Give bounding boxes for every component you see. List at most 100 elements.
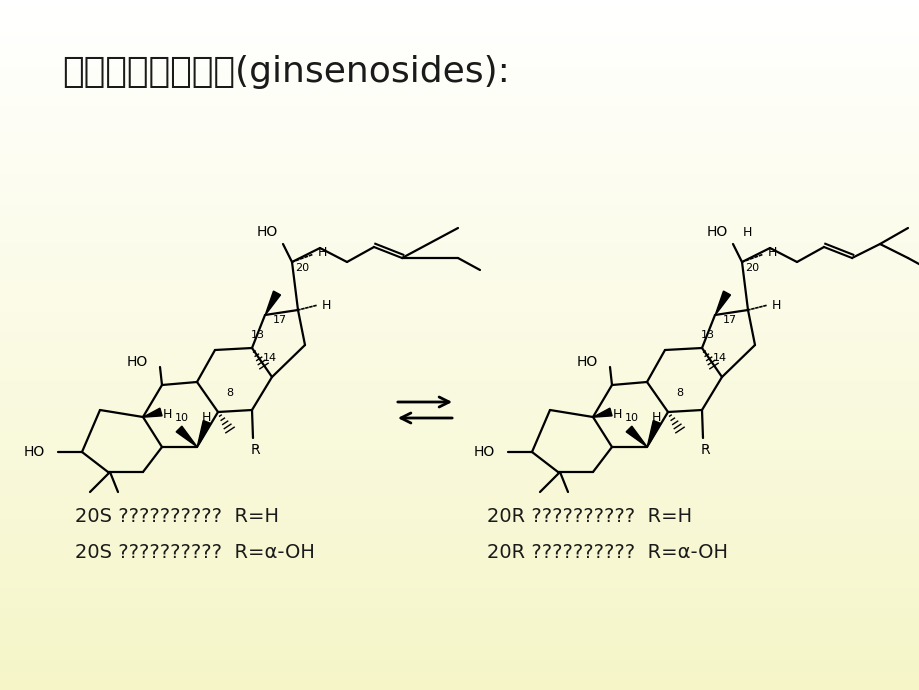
Bar xyxy=(0,148,919,152)
Bar xyxy=(0,97,919,100)
Bar xyxy=(0,431,919,435)
Bar xyxy=(0,369,919,373)
Bar xyxy=(0,145,919,148)
Polygon shape xyxy=(626,426,646,447)
Bar xyxy=(0,110,919,114)
Text: H: H xyxy=(766,246,776,259)
Bar xyxy=(0,676,919,680)
Bar xyxy=(0,3,919,7)
Bar xyxy=(0,390,919,393)
Bar xyxy=(0,210,919,214)
Bar xyxy=(0,259,919,262)
Bar xyxy=(0,586,919,590)
Bar xyxy=(0,176,919,179)
Bar xyxy=(0,135,919,138)
Bar xyxy=(0,128,919,131)
Bar xyxy=(0,552,919,555)
Bar xyxy=(0,304,919,307)
Bar xyxy=(0,680,919,683)
Text: 20: 20 xyxy=(295,263,309,273)
Bar xyxy=(0,93,919,97)
Bar xyxy=(0,172,919,176)
Text: 14: 14 xyxy=(712,353,726,363)
Text: HO: HO xyxy=(24,445,45,459)
Bar xyxy=(0,421,919,424)
Text: HO: HO xyxy=(706,225,727,239)
Text: HO: HO xyxy=(127,355,148,369)
Bar xyxy=(0,666,919,669)
Bar xyxy=(0,104,919,107)
Bar xyxy=(0,317,919,321)
Bar xyxy=(0,669,919,673)
Bar xyxy=(0,673,919,676)
Text: HO: HO xyxy=(473,445,494,459)
Bar xyxy=(0,86,919,90)
Text: 20R ??????????  R=H: 20R ?????????? R=H xyxy=(486,507,691,526)
Bar xyxy=(0,276,919,279)
Bar xyxy=(0,273,919,276)
Bar xyxy=(0,524,919,528)
Text: HO: HO xyxy=(576,355,597,369)
Bar xyxy=(0,286,919,290)
Bar xyxy=(0,31,919,34)
Bar xyxy=(0,72,919,76)
Bar xyxy=(0,645,919,649)
Bar xyxy=(0,328,919,331)
Bar xyxy=(0,514,919,518)
Bar xyxy=(0,355,919,359)
Bar xyxy=(0,555,919,559)
Bar xyxy=(0,662,919,666)
Bar xyxy=(0,124,919,128)
Bar xyxy=(0,435,919,438)
Text: 13: 13 xyxy=(700,330,714,340)
Bar xyxy=(0,476,919,480)
Bar xyxy=(0,580,919,583)
Text: 8: 8 xyxy=(226,388,233,398)
Bar xyxy=(0,593,919,597)
Bar xyxy=(0,397,919,400)
Bar xyxy=(0,618,919,621)
Bar xyxy=(0,345,919,348)
Bar xyxy=(0,493,919,497)
Bar xyxy=(0,573,919,576)
Bar xyxy=(0,179,919,183)
Polygon shape xyxy=(197,420,210,447)
Bar xyxy=(0,414,919,417)
Bar xyxy=(0,200,919,204)
Bar xyxy=(0,204,919,207)
Bar xyxy=(0,307,919,310)
Bar xyxy=(0,604,919,607)
Bar xyxy=(0,121,919,124)
Text: 20S ??????????  R=α-OH: 20S ?????????? R=α-OH xyxy=(75,543,314,562)
Text: H: H xyxy=(162,408,172,420)
Bar xyxy=(0,152,919,155)
Bar xyxy=(0,279,919,283)
Bar xyxy=(0,635,919,638)
Bar xyxy=(0,511,919,514)
Bar xyxy=(0,197,919,200)
Bar xyxy=(0,79,919,83)
Bar xyxy=(0,528,919,531)
Bar xyxy=(0,41,919,45)
Text: H: H xyxy=(770,299,780,311)
Text: H: H xyxy=(651,411,660,424)
Bar xyxy=(0,241,919,245)
Polygon shape xyxy=(142,408,162,417)
Bar xyxy=(0,448,919,452)
Bar xyxy=(0,117,919,121)
Bar xyxy=(0,569,919,573)
Bar xyxy=(0,649,919,652)
Bar xyxy=(0,607,919,611)
Bar xyxy=(0,455,919,459)
Bar xyxy=(0,186,919,190)
Bar xyxy=(0,562,919,566)
Bar xyxy=(0,380,919,383)
Bar xyxy=(0,217,919,221)
Text: H: H xyxy=(742,226,751,239)
Bar xyxy=(0,348,919,352)
Bar xyxy=(0,162,919,166)
Bar xyxy=(0,583,919,586)
Text: H: H xyxy=(317,246,326,259)
Text: 13: 13 xyxy=(251,330,265,340)
Bar xyxy=(0,100,919,104)
